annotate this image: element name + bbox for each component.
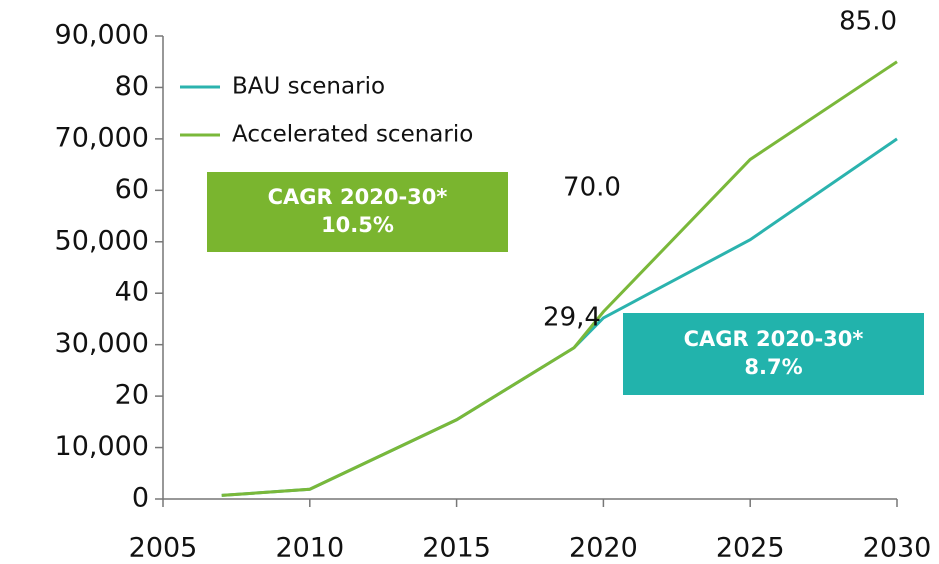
y-tick-label: 60	[115, 174, 149, 205]
annotation: 29,4	[543, 303, 601, 333]
y-tick-label: 40	[115, 277, 149, 308]
y-tick-label: 0	[132, 483, 149, 514]
cagr-text: CAGR 2020-30*	[268, 185, 448, 209]
x-tick-label: 2030	[863, 533, 932, 564]
annotation: 85.0	[839, 7, 897, 37]
y-tick-label: 10,000	[55, 431, 149, 462]
x-tick-label: 2005	[129, 533, 198, 564]
legend-label: Accelerated scenario	[232, 122, 473, 148]
x-tick-label: 2020	[569, 533, 638, 564]
cagr-box	[207, 172, 508, 252]
y-tick-label: 70,000	[55, 122, 149, 153]
x-tick-label: 2025	[716, 533, 785, 564]
cagr-text: 8.7%	[744, 355, 802, 379]
x-tick-label: 2010	[275, 533, 344, 564]
x-tick-label: 2015	[422, 533, 491, 564]
y-tick-label: 80	[115, 71, 149, 102]
cagr-box	[623, 313, 924, 395]
series-line	[221, 60, 898, 497]
y-tick-label: 20	[115, 380, 149, 411]
cagr-text: CAGR 2020-30*	[684, 327, 864, 351]
legend-label: BAU scenario	[232, 74, 385, 100]
cagr-text: 10.5%	[321, 213, 394, 237]
y-tick-label: 90,000	[55, 20, 149, 51]
annotation: 70.0	[563, 173, 621, 203]
y-tick-label: 50,000	[55, 225, 149, 256]
y-tick-label: 30,000	[55, 328, 149, 359]
